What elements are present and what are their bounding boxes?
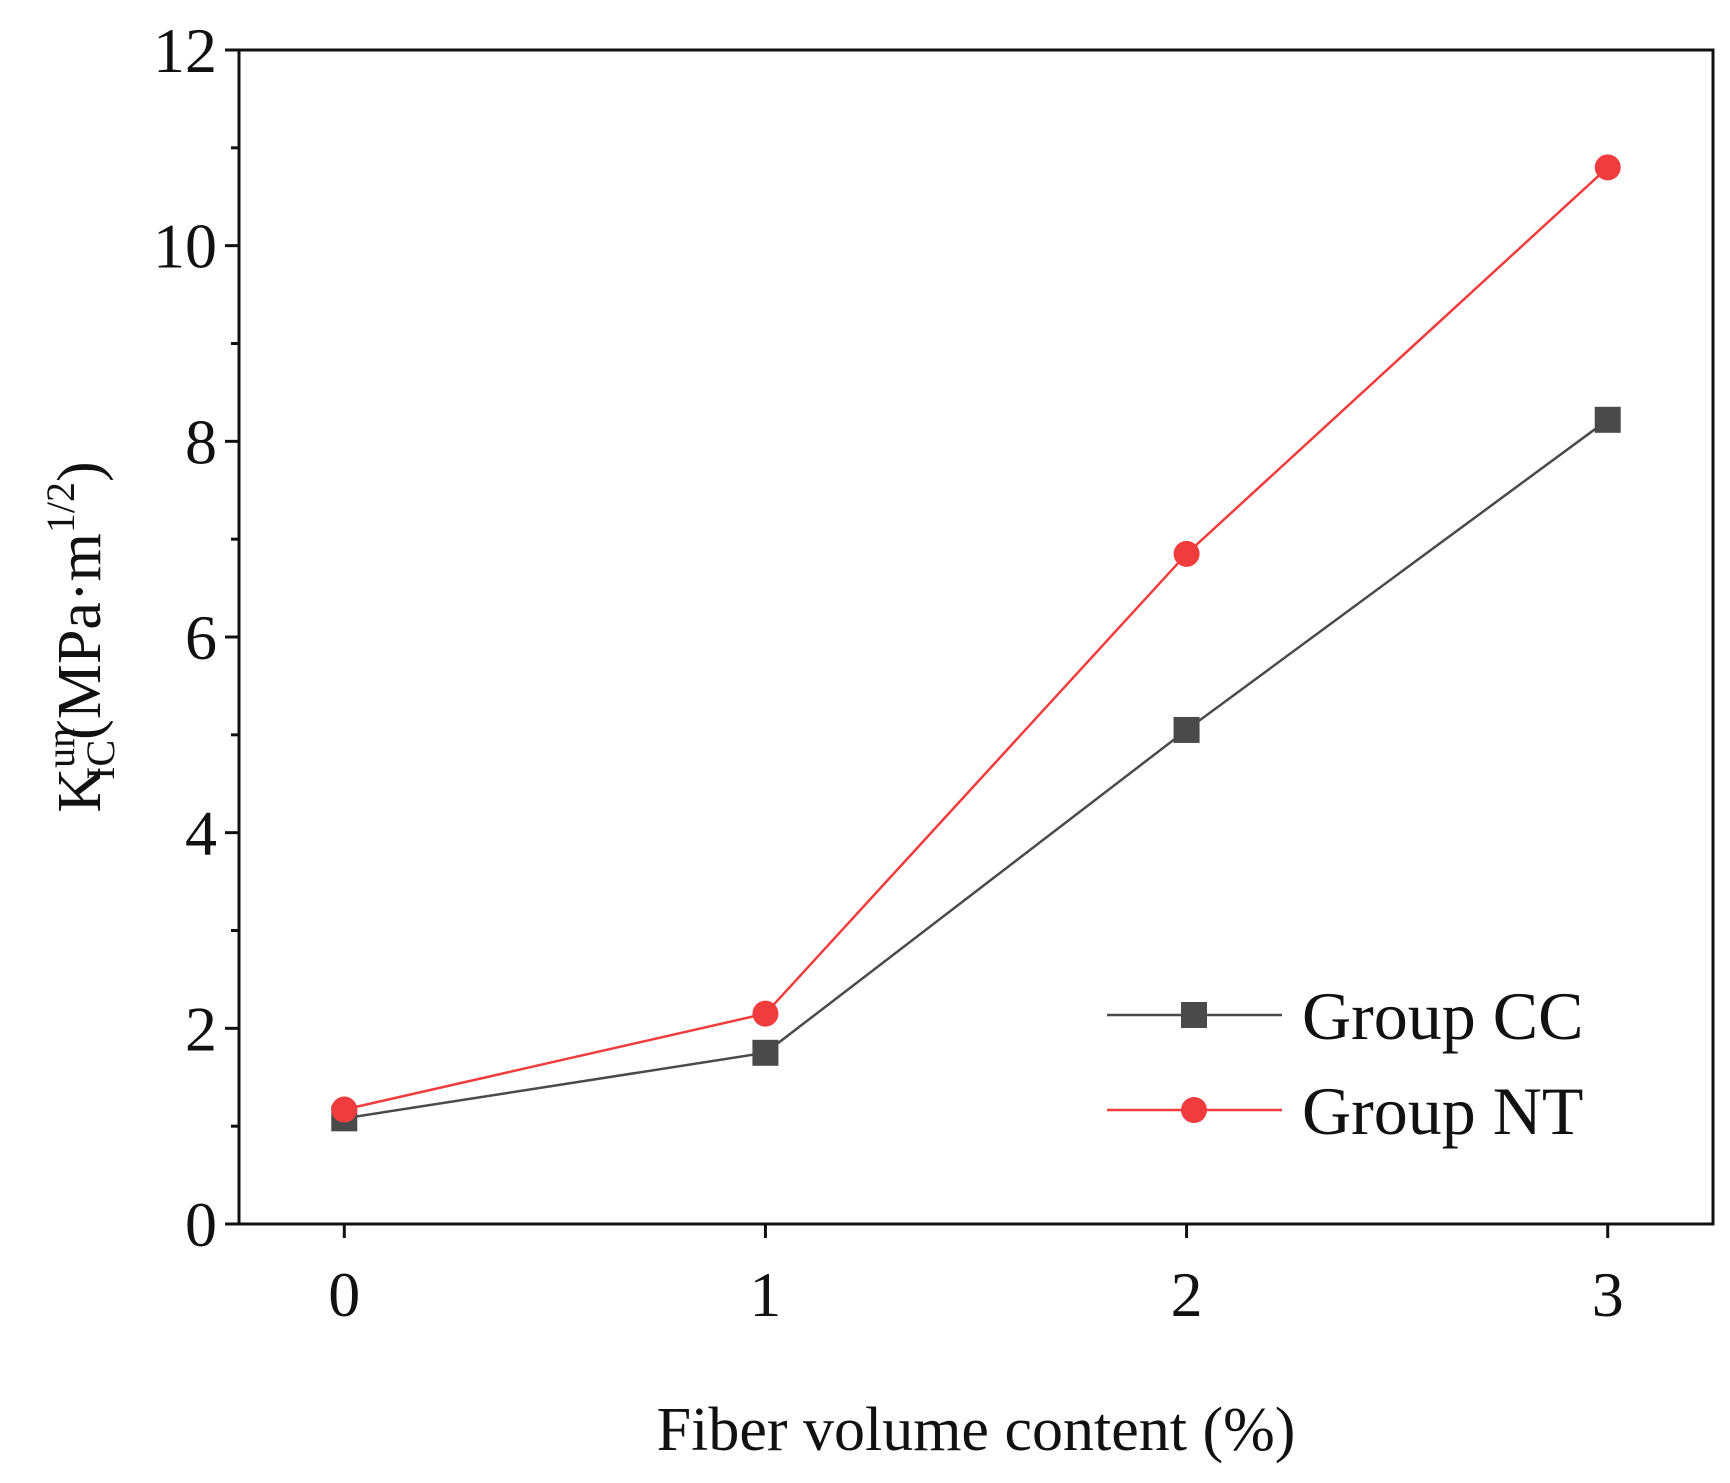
legend-item: Group NT bbox=[1107, 1073, 1583, 1149]
y-tick-label: 4 bbox=[185, 798, 217, 869]
y-axis-label: KunIC(MPa·m1/2) bbox=[38, 461, 123, 812]
series-layer bbox=[331, 154, 1621, 1132]
data-point bbox=[752, 1039, 779, 1066]
data-point bbox=[1173, 540, 1200, 567]
data-point bbox=[1594, 154, 1621, 181]
y-tick-label: 12 bbox=[153, 15, 217, 86]
legend-item: Group CC bbox=[1107, 978, 1583, 1054]
series-group-cc bbox=[331, 406, 1621, 1132]
series-line bbox=[344, 418, 1609, 1120]
x-tick-label: 0 bbox=[328, 1259, 360, 1330]
y-label-unit: (MPa·m bbox=[46, 533, 114, 740]
legend-marker bbox=[1181, 1097, 1207, 1123]
y-label-sub: IC bbox=[78, 740, 123, 780]
x-axis-label: Fiber volume content (%) bbox=[657, 1396, 1296, 1464]
y-label-sup: un bbox=[38, 728, 83, 768]
data-point bbox=[331, 1096, 358, 1123]
legend-label: Group NT bbox=[1302, 1073, 1583, 1149]
svg-text:KunIC(MPa·m1/2): KunIC(MPa·m1/2) bbox=[38, 461, 123, 812]
y-label-unit-sup: 1/2 bbox=[38, 482, 83, 533]
y-tick-label: 10 bbox=[153, 211, 217, 282]
x-tick-label: 3 bbox=[1592, 1259, 1624, 1330]
x-tick-label: 2 bbox=[1171, 1259, 1203, 1330]
data-point bbox=[1594, 406, 1621, 433]
data-point bbox=[752, 1000, 779, 1027]
x-tick-label: 1 bbox=[749, 1259, 781, 1330]
legend: Group CC Group NT bbox=[1107, 978, 1583, 1149]
legend-label: Group CC bbox=[1302, 978, 1583, 1054]
legend-marker bbox=[1181, 1002, 1207, 1028]
series-group-nt bbox=[331, 154, 1621, 1123]
y-tick-label: 0 bbox=[185, 1189, 217, 1260]
y-tick-label: 2 bbox=[185, 993, 217, 1064]
data-point bbox=[1173, 716, 1200, 743]
y-tick-label: 8 bbox=[185, 406, 217, 477]
series-line bbox=[344, 166, 1609, 1111]
y-label-unit-close: ) bbox=[46, 461, 114, 482]
y-tick-label: 6 bbox=[185, 602, 217, 673]
y-label-main: K bbox=[46, 768, 114, 813]
